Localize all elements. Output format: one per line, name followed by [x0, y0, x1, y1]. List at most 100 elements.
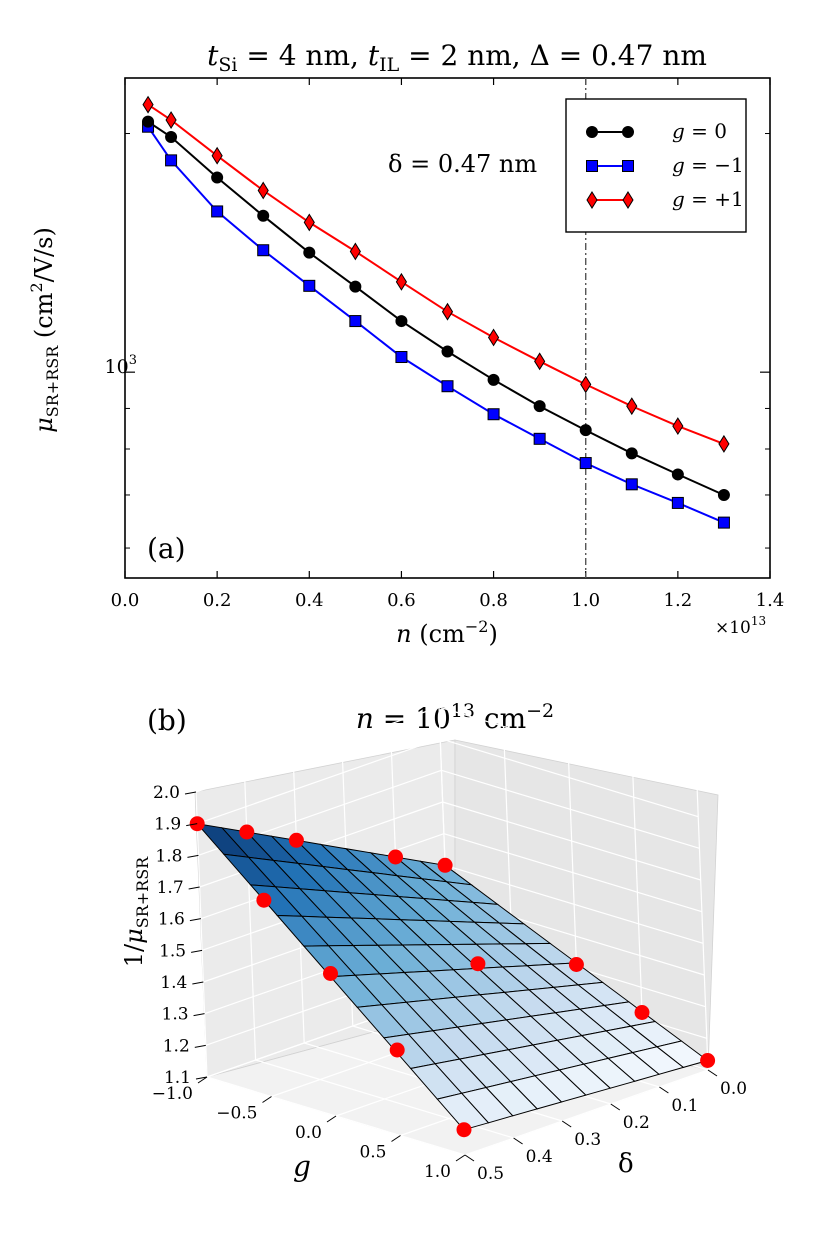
z-tick [188, 886, 200, 890]
series-point [625, 478, 638, 491]
g-tick-label: 0.5 [359, 1143, 386, 1163]
g-tick-label: −0.5 [216, 1104, 257, 1124]
series-point [395, 351, 408, 364]
red-data-point [437, 857, 453, 873]
x-tick-label: 1.0 [571, 590, 600, 611]
x-tick-label: 1.2 [664, 590, 693, 611]
delta-tick-label: 0.5 [477, 1164, 504, 1184]
panel-a-series-group [142, 95, 730, 529]
pane-grid-line [195, 791, 208, 1078]
z-tick-label: 1.1 [164, 1068, 191, 1088]
z-tick-label: 1.6 [158, 910, 185, 930]
panel-a-x-ticks: 0.0 0.2 0.4 0.6 0.8 1.0 1.2 1.4 [111, 78, 785, 611]
panel-b-surface-plot: (b) n = 1013 cm−2 1.11.21.31.41.51.61.71… [120, 700, 747, 1184]
g-tick [391, 1135, 401, 1142]
red-data-point [634, 1005, 650, 1020]
x-tick-label: 0.6 [387, 590, 416, 611]
g-axis-ticks: −1.0 −0.5 0.0 0.5 1.0 [152, 1076, 466, 1182]
series-point [211, 146, 223, 165]
panel-b-panel-label: (b) [147, 704, 187, 737]
z-tick-label: 1.7 [157, 878, 184, 898]
g-tick [455, 1154, 466, 1162]
series-point [303, 279, 316, 292]
delta-axis-ticks: 0.0 0.1 0.2 0.3 0.4 0.5 [464, 1069, 747, 1184]
series-point [303, 213, 315, 232]
panel-a-frame [124, 77, 771, 579]
series-point [211, 171, 224, 184]
pane-grid-line [197, 738, 441, 825]
panel-b-g-label: g [293, 1150, 311, 1183]
series-point [533, 400, 546, 413]
series-point [671, 468, 684, 481]
red-data-points [189, 816, 716, 1138]
delta-tick [610, 1103, 621, 1111]
z-tick-label: 1.3 [162, 1005, 189, 1025]
series-point [349, 315, 362, 328]
series-point [349, 242, 361, 261]
series-point [580, 375, 592, 394]
series-point [165, 154, 178, 167]
z-tick-label: 1.8 [155, 846, 182, 866]
g-tick [326, 1115, 337, 1123]
series-point [303, 246, 316, 259]
series-point [487, 373, 500, 386]
surface-mesh [195, 822, 709, 1131]
series-point [441, 380, 454, 393]
series-point [349, 280, 362, 293]
z-tick [186, 823, 198, 827]
series-point [625, 447, 638, 460]
series-point [533, 432, 546, 445]
series-point [165, 111, 177, 129]
delta-tick [659, 1086, 669, 1094]
z-tick [189, 918, 201, 922]
pane-grid-line [195, 706, 440, 793]
red-data-point [388, 849, 403, 865]
z-tick-label: 2.0 [153, 783, 180, 803]
g-tick-label: 0.0 [295, 1123, 322, 1143]
series-point [142, 95, 154, 114]
x-tick-label: 0.2 [203, 590, 232, 611]
panel-a-y-label: μSR+RSR (cm2/V/s) [27, 227, 62, 433]
series-point [257, 181, 269, 200]
red-data-point [239, 824, 255, 840]
z-tick [187, 854, 199, 858]
series-point [626, 397, 638, 416]
red-data-point [568, 957, 584, 972]
series-point [534, 352, 546, 371]
red-data-point [456, 1122, 472, 1138]
delta-tick [513, 1137, 523, 1145]
panel-a-y-ticks [125, 133, 770, 549]
legend-entry-g-minus-1: g = −1 [672, 153, 744, 177]
panel-a-legend: g = 0 g = −1 g = +1 [565, 98, 747, 233]
x-tick-label: 0.4 [295, 590, 324, 611]
z-tick [194, 1044, 206, 1048]
x-tick-label: 0.0 [111, 590, 140, 611]
delta-tick-label: 0.1 [671, 1096, 698, 1116]
series-point [718, 434, 730, 453]
z-tick-label: 1.5 [159, 941, 186, 961]
series-point [671, 496, 684, 509]
delta-tick-label: 0.3 [574, 1130, 601, 1150]
series-point [672, 417, 684, 436]
delta-tick [464, 1154, 475, 1162]
red-data-point [700, 1053, 716, 1068]
delta-tick-label: 0.4 [526, 1147, 553, 1167]
series-line-g-plus-1 [147, 103, 725, 445]
x-tick-label: 1.4 [756, 590, 785, 611]
panel-a-title: tSi = 4 nm, tIL = 2 nm, Δ = 0.47 nm [207, 39, 707, 76]
panel-a-y-tick-label: 103 [105, 353, 137, 378]
x-tick-label: 0.8 [479, 590, 508, 611]
delta-tick-label: 0.0 [720, 1079, 747, 1099]
legend-marker [586, 126, 598, 138]
series-point [257, 244, 270, 257]
series-point [441, 345, 454, 358]
legend-marker [586, 191, 598, 209]
series-line-g-minus-1 [147, 126, 725, 524]
legend-marker [622, 126, 634, 138]
legend-marker [622, 160, 634, 172]
series-point [441, 302, 454, 321]
panel-a-x-offset-label: ×1013 [715, 614, 766, 638]
series-point [165, 130, 178, 143]
series-point [487, 328, 500, 347]
